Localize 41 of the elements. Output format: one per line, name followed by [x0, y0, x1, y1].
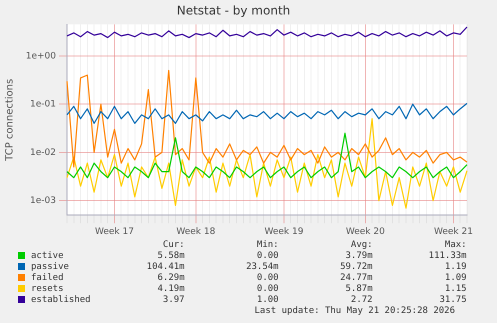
text: 24.77m [339, 273, 374, 284]
text: 59.72m [339, 262, 374, 273]
text: Last update: Thu May 21 20:25:28 2026 [254, 306, 455, 316]
text: 3.79m [344, 251, 374, 262]
x-tick-label: Week 21 [434, 226, 473, 237]
text: Max: [444, 240, 468, 251]
x-tick-label: Week 20 [346, 226, 386, 237]
text: 104.41m [146, 262, 186, 273]
legend-label: passive [30, 262, 70, 273]
x-tick-label: Week 17 [94, 226, 134, 237]
text: 23.54m [245, 262, 280, 273]
x-tick-label: Week 19 [264, 226, 304, 237]
text: 6.29m [156, 273, 186, 284]
text: 5.87m [344, 284, 374, 295]
text: 3.97 [162, 295, 186, 306]
text: Cur: [162, 240, 186, 251]
text: 1.09 [444, 273, 468, 284]
x-tick-label: Week 18 [176, 226, 216, 237]
text: 111.33m [428, 251, 468, 262]
text: 0.00 [256, 273, 280, 284]
text: 31.75 [438, 295, 468, 306]
text: Min: [256, 240, 280, 251]
legend-label: failed [30, 273, 65, 284]
text: 1.15 [444, 284, 468, 295]
text: 4.19m [156, 284, 186, 295]
text: 1.00 [256, 295, 280, 306]
y-tick-label: 1e-03 [30, 196, 56, 206]
text: 0.00 [256, 251, 280, 262]
legend-label: established [30, 295, 92, 306]
legend-label: resets [30, 284, 65, 295]
legend-label: active [30, 251, 65, 262]
chart-title: Netstat - by month [176, 3, 290, 18]
text: 5.58m [156, 251, 186, 262]
y-tick-label: 1e+00 [26, 51, 56, 62]
text: Avg: [350, 240, 374, 251]
y-tick-label: 1e-02 [30, 148, 56, 158]
text: 0.00 [256, 284, 280, 295]
text: 1.19 [444, 262, 468, 273]
text: 2.72 [350, 295, 374, 306]
y-tick-label: 1e-01 [30, 100, 56, 110]
y-axis-title: TCP connections [4, 78, 16, 162]
